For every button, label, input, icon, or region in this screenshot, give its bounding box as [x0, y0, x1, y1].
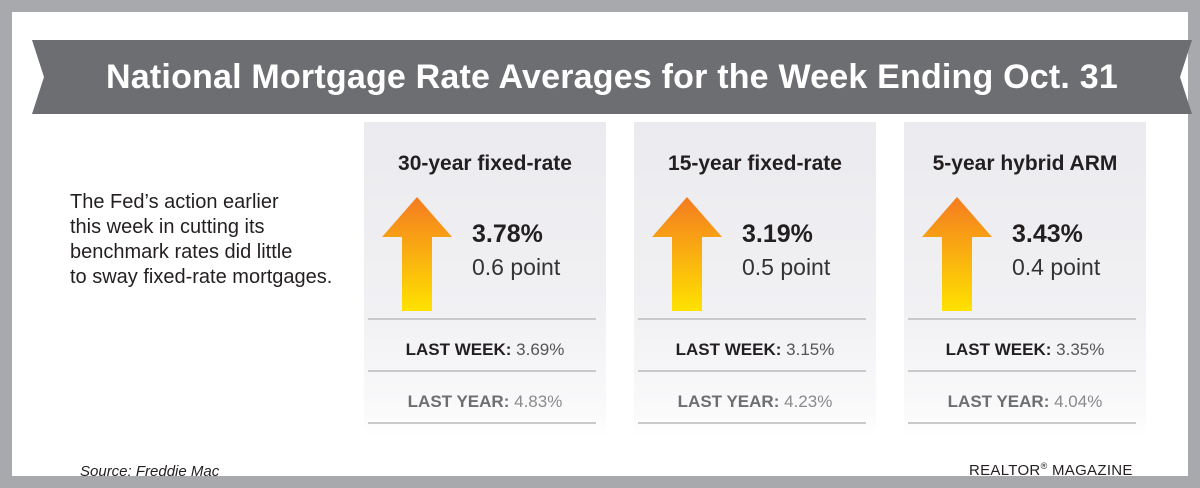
- rate-change: 0.5 point: [742, 254, 831, 280]
- last-week-row: LAST WEEK: 3.15%: [634, 340, 876, 360]
- last-week-value: 3.35%: [1056, 340, 1105, 359]
- page-title: National Mortgage Rate Averages for the …: [106, 58, 1118, 96]
- divider: [368, 370, 596, 372]
- divider: [638, 318, 866, 320]
- up-arrow-icon: [382, 197, 452, 311]
- last-year-label: LAST YEAR:: [947, 392, 1050, 411]
- registered-mark: ®: [1040, 461, 1048, 471]
- last-week-label: LAST WEEK:: [945, 340, 1052, 359]
- card-title: 30-year fixed-rate: [398, 152, 572, 175]
- brand-logo-text: REALTOR® MAGAZINE: [969, 461, 1133, 479]
- rate-card-30-year: 30-year fixed-rate 3.78% 0.6 point LAST …: [364, 122, 606, 438]
- source-credit: Source: Freddie Mac: [80, 463, 220, 480]
- last-year-value: 4.83%: [514, 392, 563, 411]
- rate-card-15-year: 15-year fixed-rate 3.19% 0.5 point LAST …: [634, 122, 876, 438]
- card-title: 15-year fixed-rate: [668, 152, 842, 175]
- last-week-value: 3.69%: [516, 340, 565, 359]
- divider: [638, 370, 866, 372]
- current-rate: 3.43%: [1012, 220, 1083, 248]
- up-arrow-icon: [652, 197, 722, 311]
- rate-change: 0.4 point: [1012, 254, 1101, 280]
- last-year-label: LAST YEAR:: [677, 392, 780, 411]
- divider: [368, 318, 596, 320]
- intro-line: benchmark rates did little: [70, 241, 293, 263]
- intro-line: to sway fixed-rate mortgages.: [70, 266, 333, 288]
- last-week-label: LAST WEEK:: [675, 340, 782, 359]
- rate-card-5-year-arm: 5-year hybrid ARM 3.43% 0.4 point LAST W…: [904, 122, 1146, 438]
- brand-name: REALTOR: [969, 462, 1041, 479]
- last-year-row: LAST YEAR: 4.23%: [634, 392, 876, 412]
- rate-change: 0.6 point: [472, 254, 561, 280]
- current-rate: 3.19%: [742, 220, 813, 248]
- divider: [638, 422, 866, 424]
- last-week-row: LAST WEEK: 3.69%: [364, 340, 606, 360]
- intro-line: this week in cutting its: [70, 216, 265, 238]
- banner-ribbon-shape: [32, 40, 1192, 114]
- intro-text: The Fed’s action earlier this week in cu…: [70, 190, 370, 290]
- last-week-label: LAST WEEK:: [405, 340, 512, 359]
- up-arrow-icon: [922, 197, 992, 311]
- last-year-value: 4.04%: [1054, 392, 1103, 411]
- last-year-label: LAST YEAR:: [407, 392, 510, 411]
- divider: [908, 370, 1136, 372]
- intro-line: The Fed’s action earlier: [70, 191, 279, 213]
- divider: [368, 422, 596, 424]
- brand-suffix: MAGAZINE: [1047, 462, 1133, 479]
- last-week-value: 3.15%: [786, 340, 835, 359]
- divider: [908, 422, 1136, 424]
- last-week-row: LAST WEEK: 3.35%: [904, 340, 1146, 360]
- divider: [908, 318, 1136, 320]
- title-banner: National Mortgage Rate Averages for the …: [32, 40, 1192, 114]
- current-rate: 3.78%: [472, 220, 543, 248]
- last-year-row: LAST YEAR: 4.83%: [364, 392, 606, 412]
- card-title: 5-year hybrid ARM: [932, 152, 1118, 175]
- last-year-row: LAST YEAR: 4.04%: [904, 392, 1146, 412]
- last-year-value: 4.23%: [784, 392, 833, 411]
